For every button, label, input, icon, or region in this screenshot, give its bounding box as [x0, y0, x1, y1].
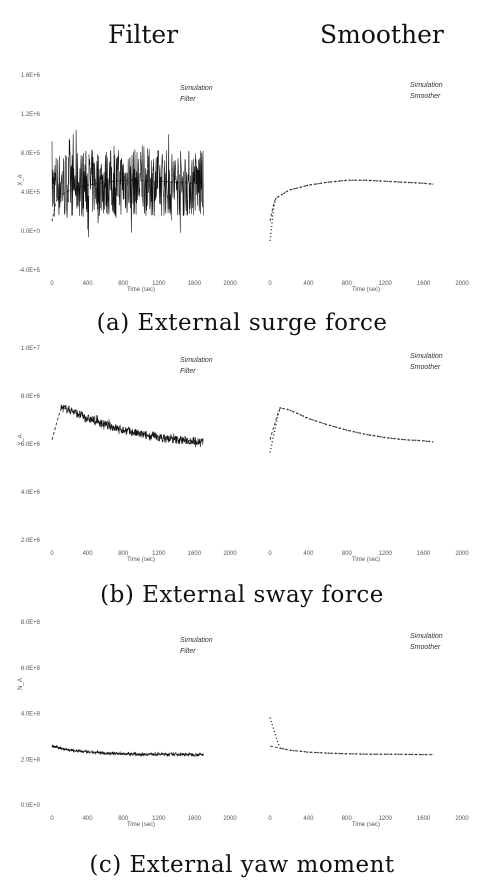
legend-label-filter: Filter [180, 368, 196, 375]
x-tick-label: 2000 [455, 551, 469, 557]
x-tick-label: 1200 [379, 551, 393, 557]
x-tick-label: 800 [118, 551, 129, 557]
x-tick-label: 400 [83, 816, 94, 822]
x-tick-label: 400 [303, 816, 314, 822]
x-tick-label: 1600 [417, 551, 431, 557]
x-tick-label: 2000 [223, 281, 237, 287]
y-tick-label: 0.0E+0 [21, 229, 41, 235]
x-tick-label: 0 [50, 816, 54, 822]
y-tick-label: 2.0E+8 [21, 757, 41, 763]
x-tick-label: 1200 [379, 816, 393, 822]
x-axis-label: Time (sec) [127, 822, 155, 828]
series-filter [51, 744, 204, 758]
series-simulation [269, 745, 434, 756]
x-tick-label: 2000 [223, 816, 237, 822]
x-tick-label: 0 [50, 551, 54, 557]
x-tick-label: 400 [83, 281, 94, 287]
x-axis-label: Time (sec) [352, 822, 380, 828]
x-tick-label: 800 [342, 551, 353, 557]
caption-yaw: (c) External yaw moment [89, 852, 395, 878]
series-simulation [269, 179, 434, 222]
x-tick-label: 1600 [417, 816, 431, 822]
y-tick-label: 8.0E+8 [21, 620, 41, 626]
y-tick-label: 1.2E+6 [21, 112, 41, 118]
legend-label-simulation: Simulation [180, 357, 213, 364]
chart-surge-filter: 0 400 800 1200 1600 2000 Time (sec) 1.6E+6 1.2E+… [18, 73, 237, 293]
x-tick-label: 800 [118, 281, 129, 287]
y-tick-label: 4.0E+8 [21, 712, 41, 718]
x-tick-label: 0 [50, 281, 54, 287]
x-tick-label: 800 [118, 816, 129, 822]
y-axis-label: Y_A [18, 434, 24, 445]
y-tick-label: 1.6E+6 [21, 73, 41, 79]
legend-label-smoother: Smoother [410, 644, 441, 651]
filter-column-title: Filter [108, 20, 179, 49]
legend-label-simulation: Simulation [410, 353, 443, 360]
x-tick-label: 1600 [188, 816, 202, 822]
y-axis-label: X_A [18, 174, 24, 185]
y-tick-label: -4.0E+5 [19, 268, 41, 274]
x-tick-label: 2000 [455, 281, 469, 287]
x-tick-label: 0 [268, 281, 272, 287]
legend-label-simulation: Simulation [180, 637, 213, 644]
series-smoother [269, 717, 434, 756]
legend-label-filter: Filter [180, 648, 196, 655]
y-tick-label: 6.0E+8 [21, 666, 41, 672]
x-tick-label: 400 [303, 281, 314, 287]
caption-surge: (a) External surge force [96, 310, 388, 336]
legend-label-filter: Filter [180, 96, 196, 103]
legend-label-simulation: Simulation [410, 633, 443, 640]
x-axis-label: Time (sec) [352, 287, 380, 293]
chart-sway-filter: 0 400 800 1200 1600 2000 Time (sec) 1.0E+7 8.0E+… [18, 346, 237, 563]
y-tick-label: 4.0E+6 [21, 490, 41, 496]
y-tick-label: 8.0E+5 [21, 151, 41, 157]
legend-label-smoother: Smoother [410, 364, 441, 371]
chart-yaw-smoother: 0 400 800 1200 1600 2000 Time (sec) Simulation S… [268, 633, 469, 828]
x-axis-label: Time (sec) [127, 287, 155, 293]
x-tick-label: 2000 [223, 551, 237, 557]
x-tick-label: 1200 [152, 816, 166, 822]
caption-sway: (b) External sway force [100, 582, 384, 608]
x-tick-label: 1600 [188, 281, 202, 287]
series-filter [60, 404, 204, 448]
x-tick-label: 1200 [379, 281, 393, 287]
y-tick-label: 8.0E+6 [21, 394, 41, 400]
series-smoother [269, 179, 434, 241]
x-tick-label: 1600 [188, 551, 202, 557]
y-tick-label: 0.0E+0 [21, 803, 41, 809]
legend-label-simulation: Simulation [410, 82, 443, 89]
series-filter [51, 129, 204, 238]
x-tick-label: 1200 [152, 281, 166, 287]
legend-label-simulation: Simulation [180, 85, 213, 92]
y-tick-label: 4.0E+5 [21, 190, 41, 196]
legend-label-smoother: Smoother [410, 93, 441, 100]
x-tick-label: 1200 [152, 551, 166, 557]
x-axis-label: Time (sec) [127, 557, 155, 563]
y-tick-label: 2.0E+6 [21, 538, 41, 544]
x-tick-label: 800 [342, 281, 353, 287]
x-tick-label: 0 [268, 816, 272, 822]
x-tick-label: 2000 [455, 816, 469, 822]
x-tick-label: 0 [268, 551, 272, 557]
x-tick-label: 400 [83, 551, 94, 557]
chart-surge-smoother: 0 400 800 1200 1600 2000 Time (sec) Simulation S… [268, 82, 469, 293]
chart-sway-smoother: 0 400 800 1200 1600 2000 Time (sec) Simulation S… [268, 353, 469, 563]
y-tick-label: 1.0E+7 [21, 346, 41, 352]
y-tick-label: 6.0E+6 [21, 442, 41, 448]
series-smoother [269, 407, 434, 453]
x-tick-label: 1600 [417, 281, 431, 287]
chart-yaw-filter: 0 400 800 1200 1600 2000 Time (sec) 8.0E+8 6.0E+… [18, 620, 237, 828]
y-axis-label: N_A [18, 678, 24, 690]
series-simulation [269, 407, 434, 443]
x-tick-label: 400 [303, 551, 314, 557]
x-axis-label: Time (sec) [352, 557, 380, 563]
x-tick-label: 800 [342, 816, 353, 822]
smoother-column-title: Smoother [320, 20, 444, 49]
